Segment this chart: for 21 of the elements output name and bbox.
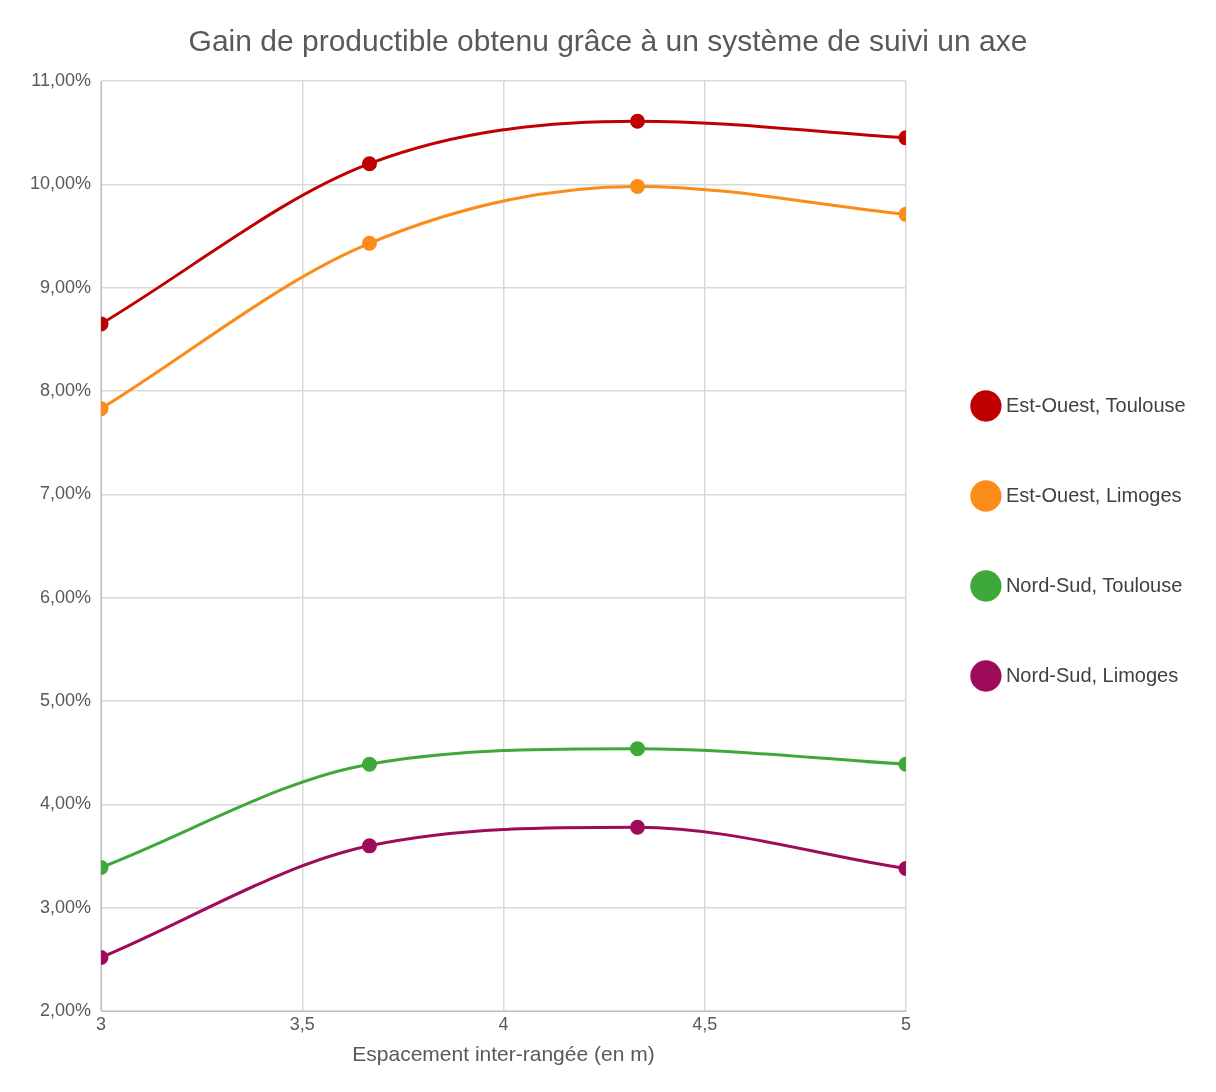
x-tick-label: 5 bbox=[900, 1013, 911, 1034]
y-tick-label: 10,00% bbox=[29, 173, 92, 194]
y-tick-label: 3,00% bbox=[40, 896, 92, 917]
x-axis-title: Espacement inter-rangée (en m) bbox=[352, 1042, 655, 1066]
y-tick-label: 9,00% bbox=[40, 276, 92, 297]
legend-label: Est-Ouest, Limoges bbox=[1005, 483, 1182, 506]
x-tick-label: 3 bbox=[96, 1013, 107, 1034]
y-tick-label: 11,00% bbox=[31, 69, 92, 90]
y-tick-label: 6,00% bbox=[40, 586, 92, 607]
x-tick-label: 4,5 bbox=[692, 1013, 718, 1034]
y-tick-label: 5,00% bbox=[40, 690, 92, 711]
y-tick-label: 2,00% bbox=[40, 1000, 92, 1021]
chart-title: Gain de productible obtenu grâce à un système de suivi un axe bbox=[188, 24, 1028, 58]
legend-label: Est-Ouest, Toulouse bbox=[1005, 393, 1186, 416]
legend-label: Nord-Sud, Limoges bbox=[1005, 663, 1179, 686]
x-tick-label: 4 bbox=[498, 1013, 509, 1034]
x-tick-label: 3,5 bbox=[289, 1013, 315, 1034]
y-tick-label: 7,00% bbox=[40, 483, 92, 504]
legend-label: Nord-Sud, Toulouse bbox=[1005, 573, 1183, 596]
y-tick-label: 4,00% bbox=[40, 793, 92, 814]
y-tick-label: 8,00% bbox=[40, 380, 92, 401]
